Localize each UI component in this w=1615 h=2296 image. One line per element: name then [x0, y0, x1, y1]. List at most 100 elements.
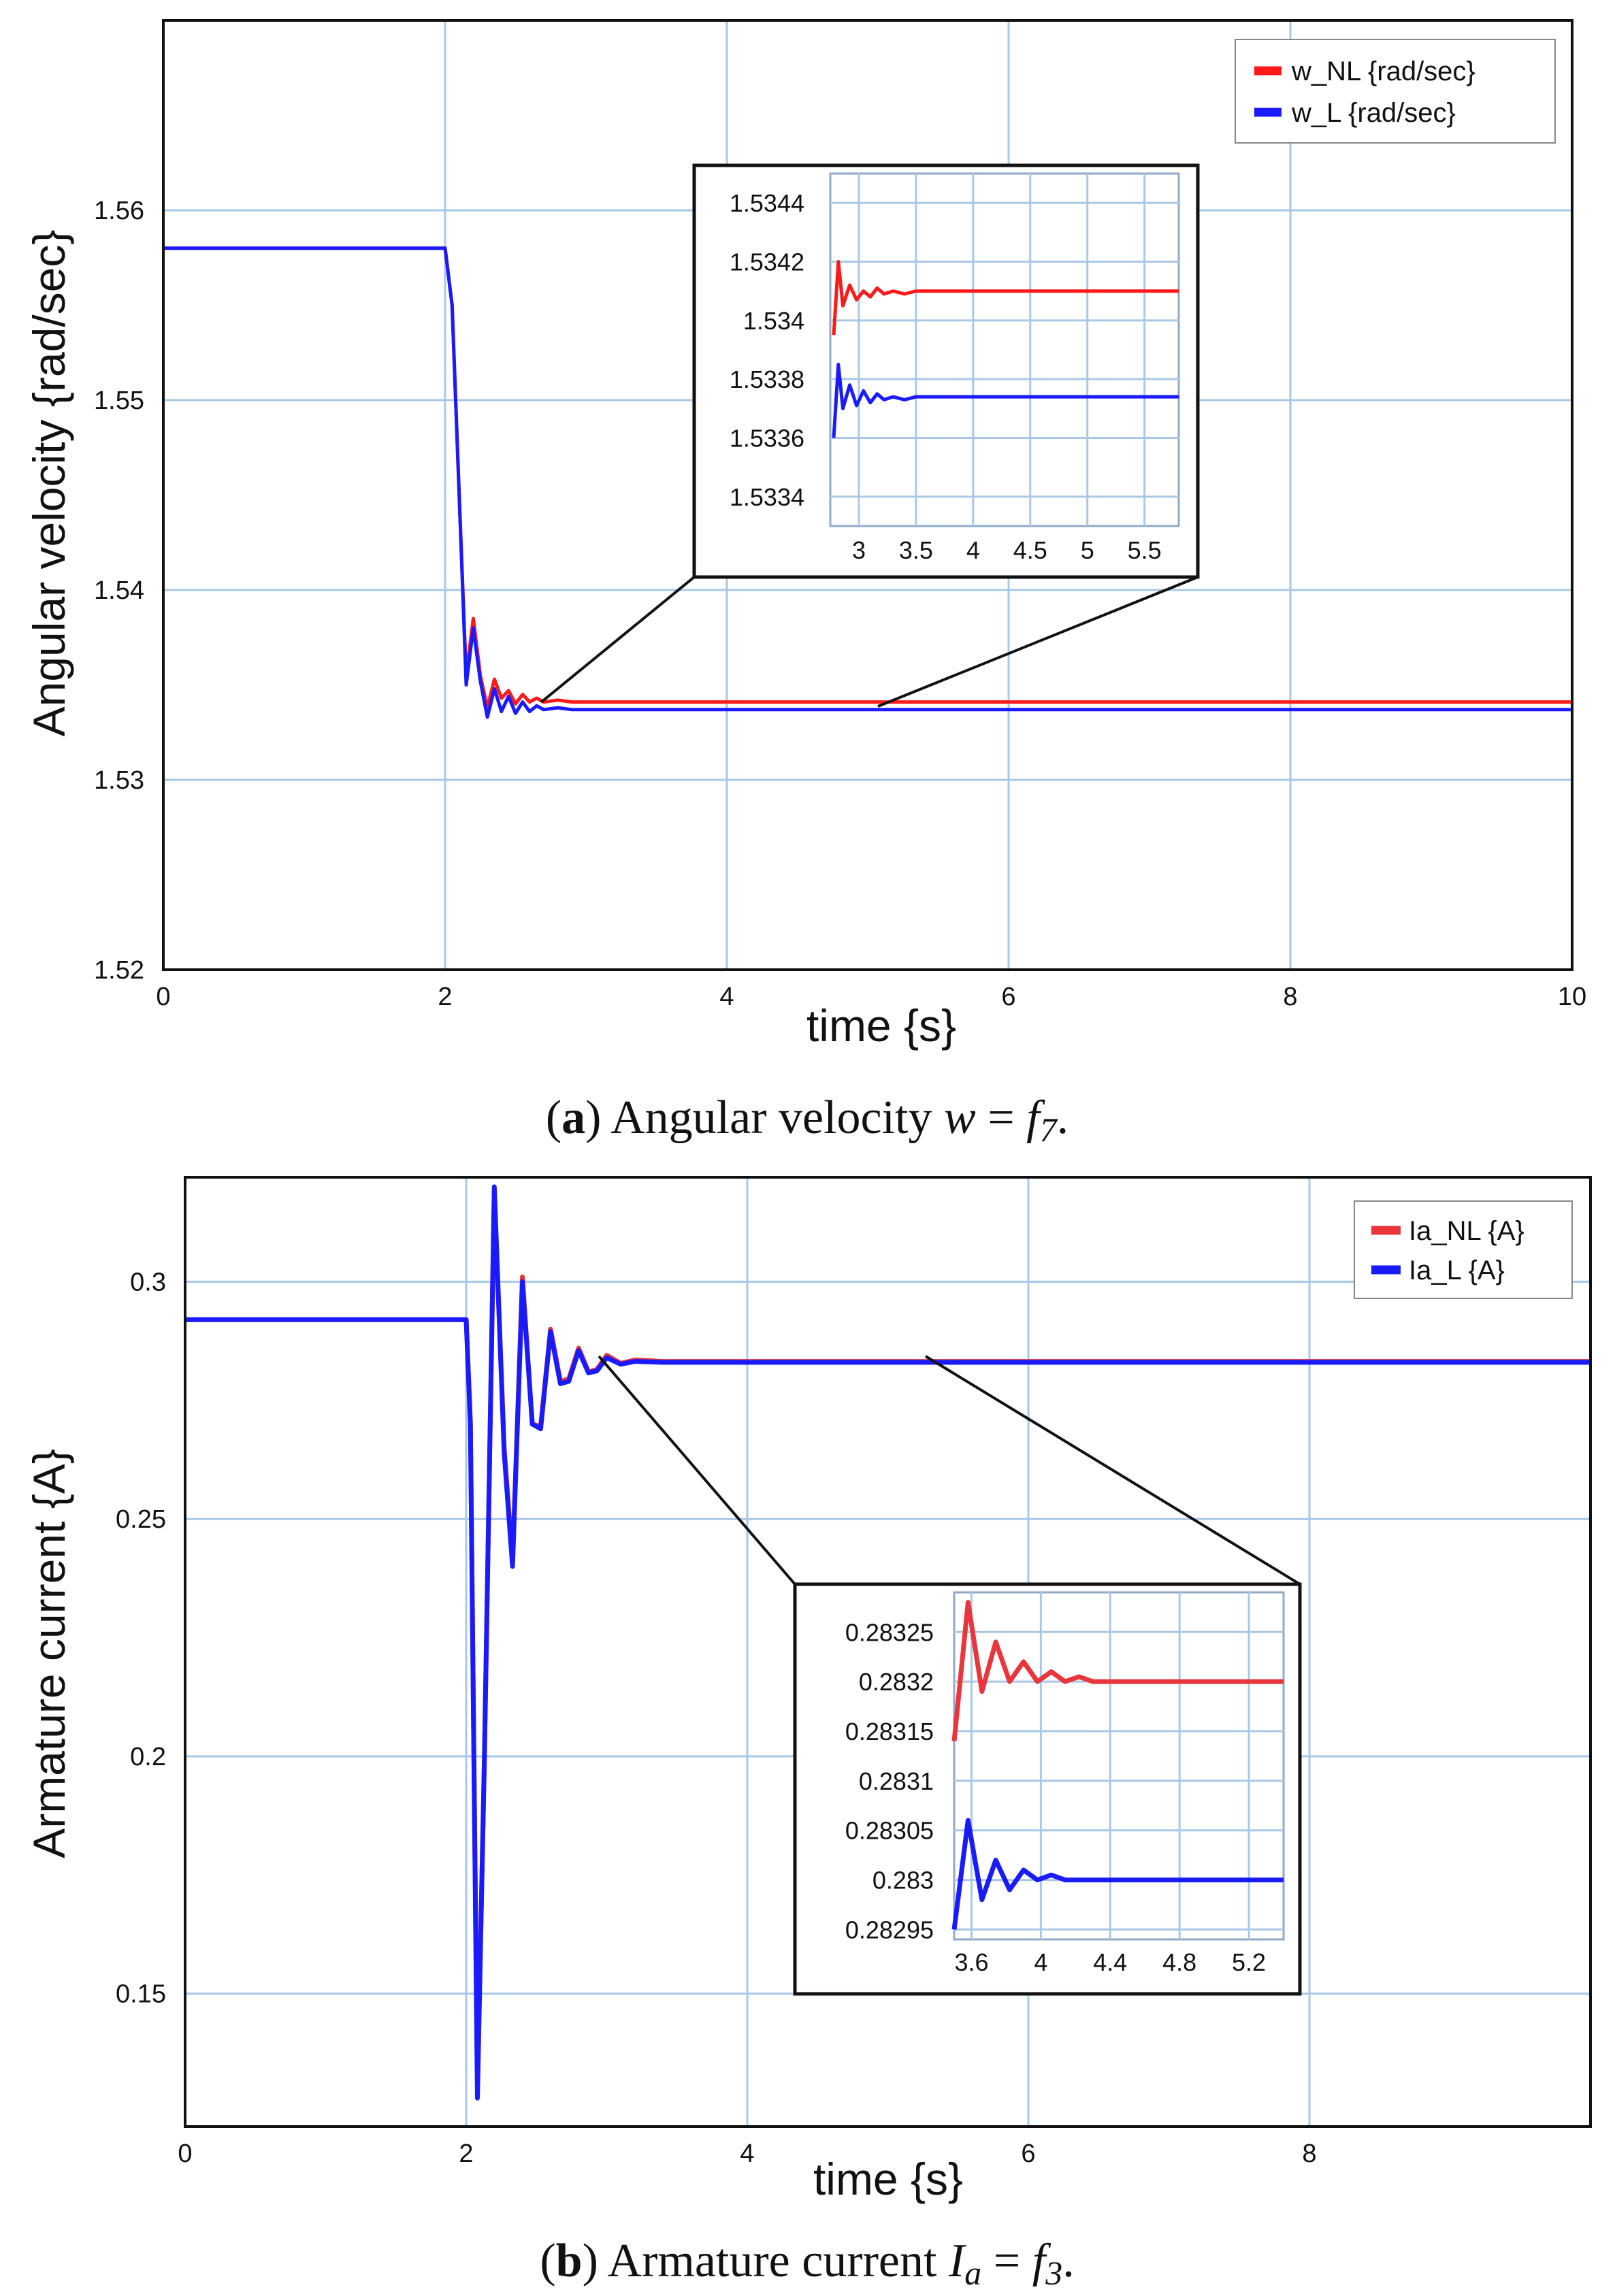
- panel-a-x-tick-label-3: 6: [1001, 983, 1015, 1011]
- caption-a-math-sub: 7: [1040, 1111, 1058, 1149]
- panel-a-inset-x-tick-label-1: 3.5: [899, 536, 933, 564]
- panel-a-inset: 3 3.5 4 4.5 5 5.5 1.53441.53421.5341.53381.53…: [692, 163, 1200, 579]
- panel-a-inset-series: [832, 260, 1179, 438]
- panel-b-inset-y-tick-label-4: 0.28305: [845, 1817, 934, 1845]
- panel-a-inset-y-tick-label-5: 1.5334: [730, 483, 804, 511]
- panel-b-zoom-connector-left: [598, 1355, 796, 1586]
- panel-b-y-tick-label-0: 0.15: [116, 1980, 166, 2009]
- panel-b-y-ticks: 0.15 0.2 0.25 0.3: [116, 1268, 166, 2008]
- panel-a-y-tick-label-0: 1.52: [94, 956, 144, 985]
- panel-a-legend-label-l: w_L {rad/sec}: [1291, 98, 1456, 128]
- caption-b-math-eq: =: [981, 2235, 1032, 2287]
- panel-b-legend-label-l: Ia_L {A}: [1409, 1256, 1505, 1285]
- caption-a-math-eq: =: [976, 1092, 1026, 1144]
- panel-b-inset-y-tick-label-6: 0.28295: [845, 1916, 934, 1944]
- panel-b-inset-plot-area: [953, 1591, 1285, 1941]
- panel-b-inset-x-ticks: 3.6 4 4.4 4.8 5.2: [954, 1948, 1266, 1976]
- panel-b-series-1-line: [185, 1184, 1590, 2101]
- panel-a-inset-plot-area: [829, 172, 1180, 527]
- panel-b-inset: 3.6 4 4.4 4.8 5.2 0.28325 0.2832 0.28315 0.2831…: [793, 1582, 1302, 1996]
- panel-a-x-tick-label-1: 2: [438, 983, 452, 1011]
- panel-a-inset-x-tick-label-2: 4: [966, 536, 980, 564]
- panel-b-series: [185, 1184, 1590, 2101]
- panel-a-inset-series-1-line: [832, 363, 1179, 438]
- panel-b-x-ticks: 0 2 4 6 8: [178, 2139, 1316, 2168]
- panel-a-y-axis-label: Angular velocity {rad/sec}: [24, 230, 74, 737]
- panel-a-x-tick-label-5: 10: [1558, 983, 1586, 1011]
- panel-a-inset-y-tick-label-0: 1.5344: [730, 189, 804, 217]
- caption-b-text: ) Armature current: [583, 2235, 949, 2287]
- panel-a-y-tick-label-1: 1.53: [94, 766, 144, 795]
- panel-b-legend-box: [1354, 1200, 1573, 1299]
- panel-a-series: [163, 246, 1572, 719]
- panel-b-inset-series-1-line: [951, 1818, 1284, 1930]
- panel-a-inset-y-tick-label-4: 1.5336: [730, 425, 804, 453]
- panel-b-x-axis-label: time {s}: [813, 2154, 963, 2204]
- panel-b-inset-series: [951, 1600, 1284, 1930]
- caption-a-math-lhs: w: [944, 1092, 976, 1144]
- panel-b-inset-x-tick-label-0: 3.6: [954, 1948, 988, 1976]
- panel-a-x-tick-label-0: 0: [156, 983, 170, 1011]
- panel-b-y-tick-label-1: 0.2: [130, 1743, 166, 1771]
- caption-a-end: .: [1057, 1092, 1069, 1144]
- panel-b-legend-label-nl: Ia_NL {A}: [1409, 1216, 1524, 1246]
- panel-a-inset-x-tick-label-0: 3: [852, 536, 866, 564]
- panel-b-x-tick-label-2: 4: [740, 2139, 754, 2168]
- panel-a-inset-series-0-line: [832, 260, 1179, 335]
- panel-a-inset-x-tick-label-5: 5.5: [1128, 536, 1162, 564]
- panel-b-inset-x-tick-label-4: 5.2: [1232, 1948, 1266, 1976]
- panel-b-x-tick-label-3: 6: [1021, 2139, 1035, 2168]
- panel-b-inset-y-tick-label-5: 0.283: [872, 1867, 934, 1895]
- caption-b: (b) Armature current Ia = f3.: [540, 2235, 1074, 2292]
- panel-a-y-tick-label-3: 1.55: [94, 387, 144, 415]
- panel-a-y-ticks: 1.52 1.53 1.54 1.55 1.56: [94, 197, 144, 985]
- panel-b-chart: 0 2 4 6 8 0.15 0.2 0.25 0.3 3.6 4 4.4 4.8 5.2 0.283…: [24, 1176, 1592, 2204]
- panel-a-inset-grid: [830, 174, 1179, 526]
- panel-b-inset-x-tick-label-2: 4.4: [1093, 1948, 1127, 1976]
- panel-a-chart: 0 2 4 6 8 10 1.52 1.53 1.54 1.55 1.56 3 3.5 4 4.5 5 5.…: [24, 19, 1586, 1051]
- caption-b-letter: b: [556, 2235, 583, 2287]
- caption-a-text: ) Angular velocity: [585, 1092, 944, 1144]
- panel-a-inset-x-tick-label-4: 5: [1081, 536, 1094, 564]
- panel-b-frame: [184, 1176, 1592, 2128]
- panel-b-inset-y-tick-label-1: 0.2832: [859, 1668, 934, 1696]
- panel-a-y-tick-label-2: 1.54: [94, 576, 144, 605]
- caption-b-end: .: [1062, 2235, 1075, 2287]
- panel-b-x-tick-label-4: 8: [1302, 2139, 1316, 2168]
- panel-a-x-axis-label: time {s}: [806, 1000, 956, 1051]
- panel-a-frame: [162, 19, 1573, 971]
- panel-a-inset-y-tick-label-1: 1.5342: [730, 248, 804, 276]
- panel-a-inset-y-tick-label-3: 1.5338: [730, 365, 804, 393]
- panel-b-legend: Ia_NL {A} Ia_L {A}: [1354, 1200, 1573, 1299]
- panel-b-inset-x-tick-label-3: 4.8: [1162, 1948, 1196, 1976]
- panel-a-legend: w_NL {rad/sec} w_L {rad/sec}: [1235, 39, 1556, 144]
- caption-a: (a) Angular velocity w = f7.: [546, 1092, 1068, 1149]
- caption-b-math-sub: 3: [1045, 2254, 1062, 2292]
- panel-a-y-tick-label-4: 1.56: [94, 197, 144, 225]
- panel-a-x-ticks: 0 2 4 6 8 10: [156, 983, 1586, 1011]
- panel-b-y-axis-label: Armature current {A}: [24, 1449, 74, 1858]
- panel-b-x-tick-label-0: 0: [178, 2139, 192, 2168]
- panel-a-legend-label-nl: w_NL {rad/sec}: [1291, 56, 1475, 86]
- panel-a-inset-x-ticks: 3 3.5 4 4.5 5 5.5: [852, 536, 1162, 564]
- panel-b-inset-y-tick-label-2: 0.28315: [845, 1718, 934, 1745]
- panel-b-x-tick-label-1: 2: [459, 2139, 473, 2168]
- panel-a-inset-y-tick-label-2: 1.534: [743, 307, 804, 335]
- panel-a-zoom-connector-right: [877, 576, 1198, 708]
- panel-a-legend-box: [1235, 39, 1556, 144]
- panel-b-y-tick-label-3: 0.3: [130, 1268, 166, 1296]
- panel-b-inset-y-ticks: 0.28325 0.2832 0.28315 0.2831 0.28305 0.283 0.…: [845, 1618, 934, 1944]
- panel-a-x-tick-label-2: 4: [719, 983, 734, 1011]
- caption-b-prefix: (: [540, 2235, 555, 2287]
- panel-a-zoom-connector-left: [540, 576, 696, 704]
- panel-b-zoom-connector-right: [924, 1355, 1301, 1586]
- panel-b-inset-x-tick-label-1: 4: [1034, 1948, 1047, 1976]
- caption-b-math-lhs: I: [948, 2235, 967, 2287]
- panel-b-inset-y-tick-label-0: 0.28325: [845, 1618, 934, 1646]
- panel-b-y-tick-label-2: 0.25: [116, 1505, 166, 1534]
- caption-b-math-lhs-sub: a: [964, 2254, 981, 2292]
- panel-a-series-1-line: [163, 246, 1572, 719]
- panel-a-x-tick-label-4: 8: [1283, 983, 1297, 1011]
- caption-a-prefix: (: [546, 1092, 561, 1144]
